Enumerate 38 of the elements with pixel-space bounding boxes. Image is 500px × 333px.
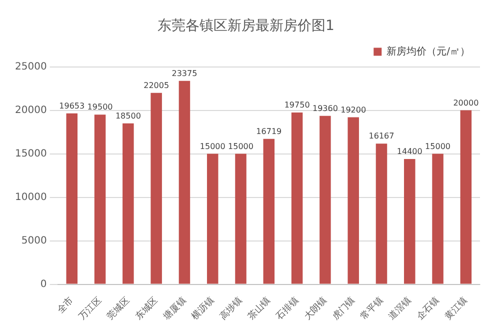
data-label: 16719 xyxy=(256,126,282,136)
x-tick-label: 塘厦镇 xyxy=(160,295,188,323)
data-label: 20000 xyxy=(453,98,479,108)
legend-label: 新房均价（元/㎡） xyxy=(386,45,470,58)
x-tick-label: 茶山镇 xyxy=(246,295,273,322)
x-tick-label: 全市 xyxy=(55,295,76,316)
y-tick-label: 5000 xyxy=(21,235,47,246)
data-label: 19500 xyxy=(87,102,113,112)
data-label: 19750 xyxy=(284,100,310,110)
data-label: 19200 xyxy=(340,105,366,114)
x-tick-label: 道滘镇 xyxy=(386,295,414,322)
y-tick-label: 25000 xyxy=(15,61,47,72)
data-label: 14400 xyxy=(396,147,422,156)
y-tick-label: 0 xyxy=(40,278,47,290)
y-tick-label: 20000 xyxy=(15,104,47,116)
x-tick-label: 大朗镇 xyxy=(302,295,329,322)
x-tick-label: 黄江镇 xyxy=(442,295,470,322)
data-label: 18500 xyxy=(115,111,141,120)
data-label: 23375 xyxy=(172,69,198,78)
chart-title: 东莞各镇区新房最新房价图1 xyxy=(158,18,334,34)
x-tick-label: 石排镇 xyxy=(274,295,301,322)
y-tick-label: 15000 xyxy=(15,148,47,160)
x-tick-label: 常平镇 xyxy=(358,295,386,322)
data-label: 15000 xyxy=(425,142,451,151)
y-tick-label: 10000 xyxy=(15,192,47,203)
x-tick-label: 虎门镇 xyxy=(330,295,358,322)
x-tick-label: 莞城区 xyxy=(105,295,132,322)
data-label: 22005 xyxy=(144,80,170,90)
x-tick-label: 万江区 xyxy=(76,295,104,322)
data-label: 15000 xyxy=(228,142,254,151)
data-label: 19653 xyxy=(59,101,85,110)
x-tick-label: 东城区 xyxy=(133,295,160,322)
x-tick-label: 高埗镇 xyxy=(218,295,245,322)
data-label: 15000 xyxy=(200,142,226,151)
x-tick-label: 企石镇 xyxy=(414,295,442,322)
data-label: 19360 xyxy=(312,104,338,113)
x-tick-label: 横沥镇 xyxy=(190,295,216,322)
data-label: 16167 xyxy=(368,132,394,141)
